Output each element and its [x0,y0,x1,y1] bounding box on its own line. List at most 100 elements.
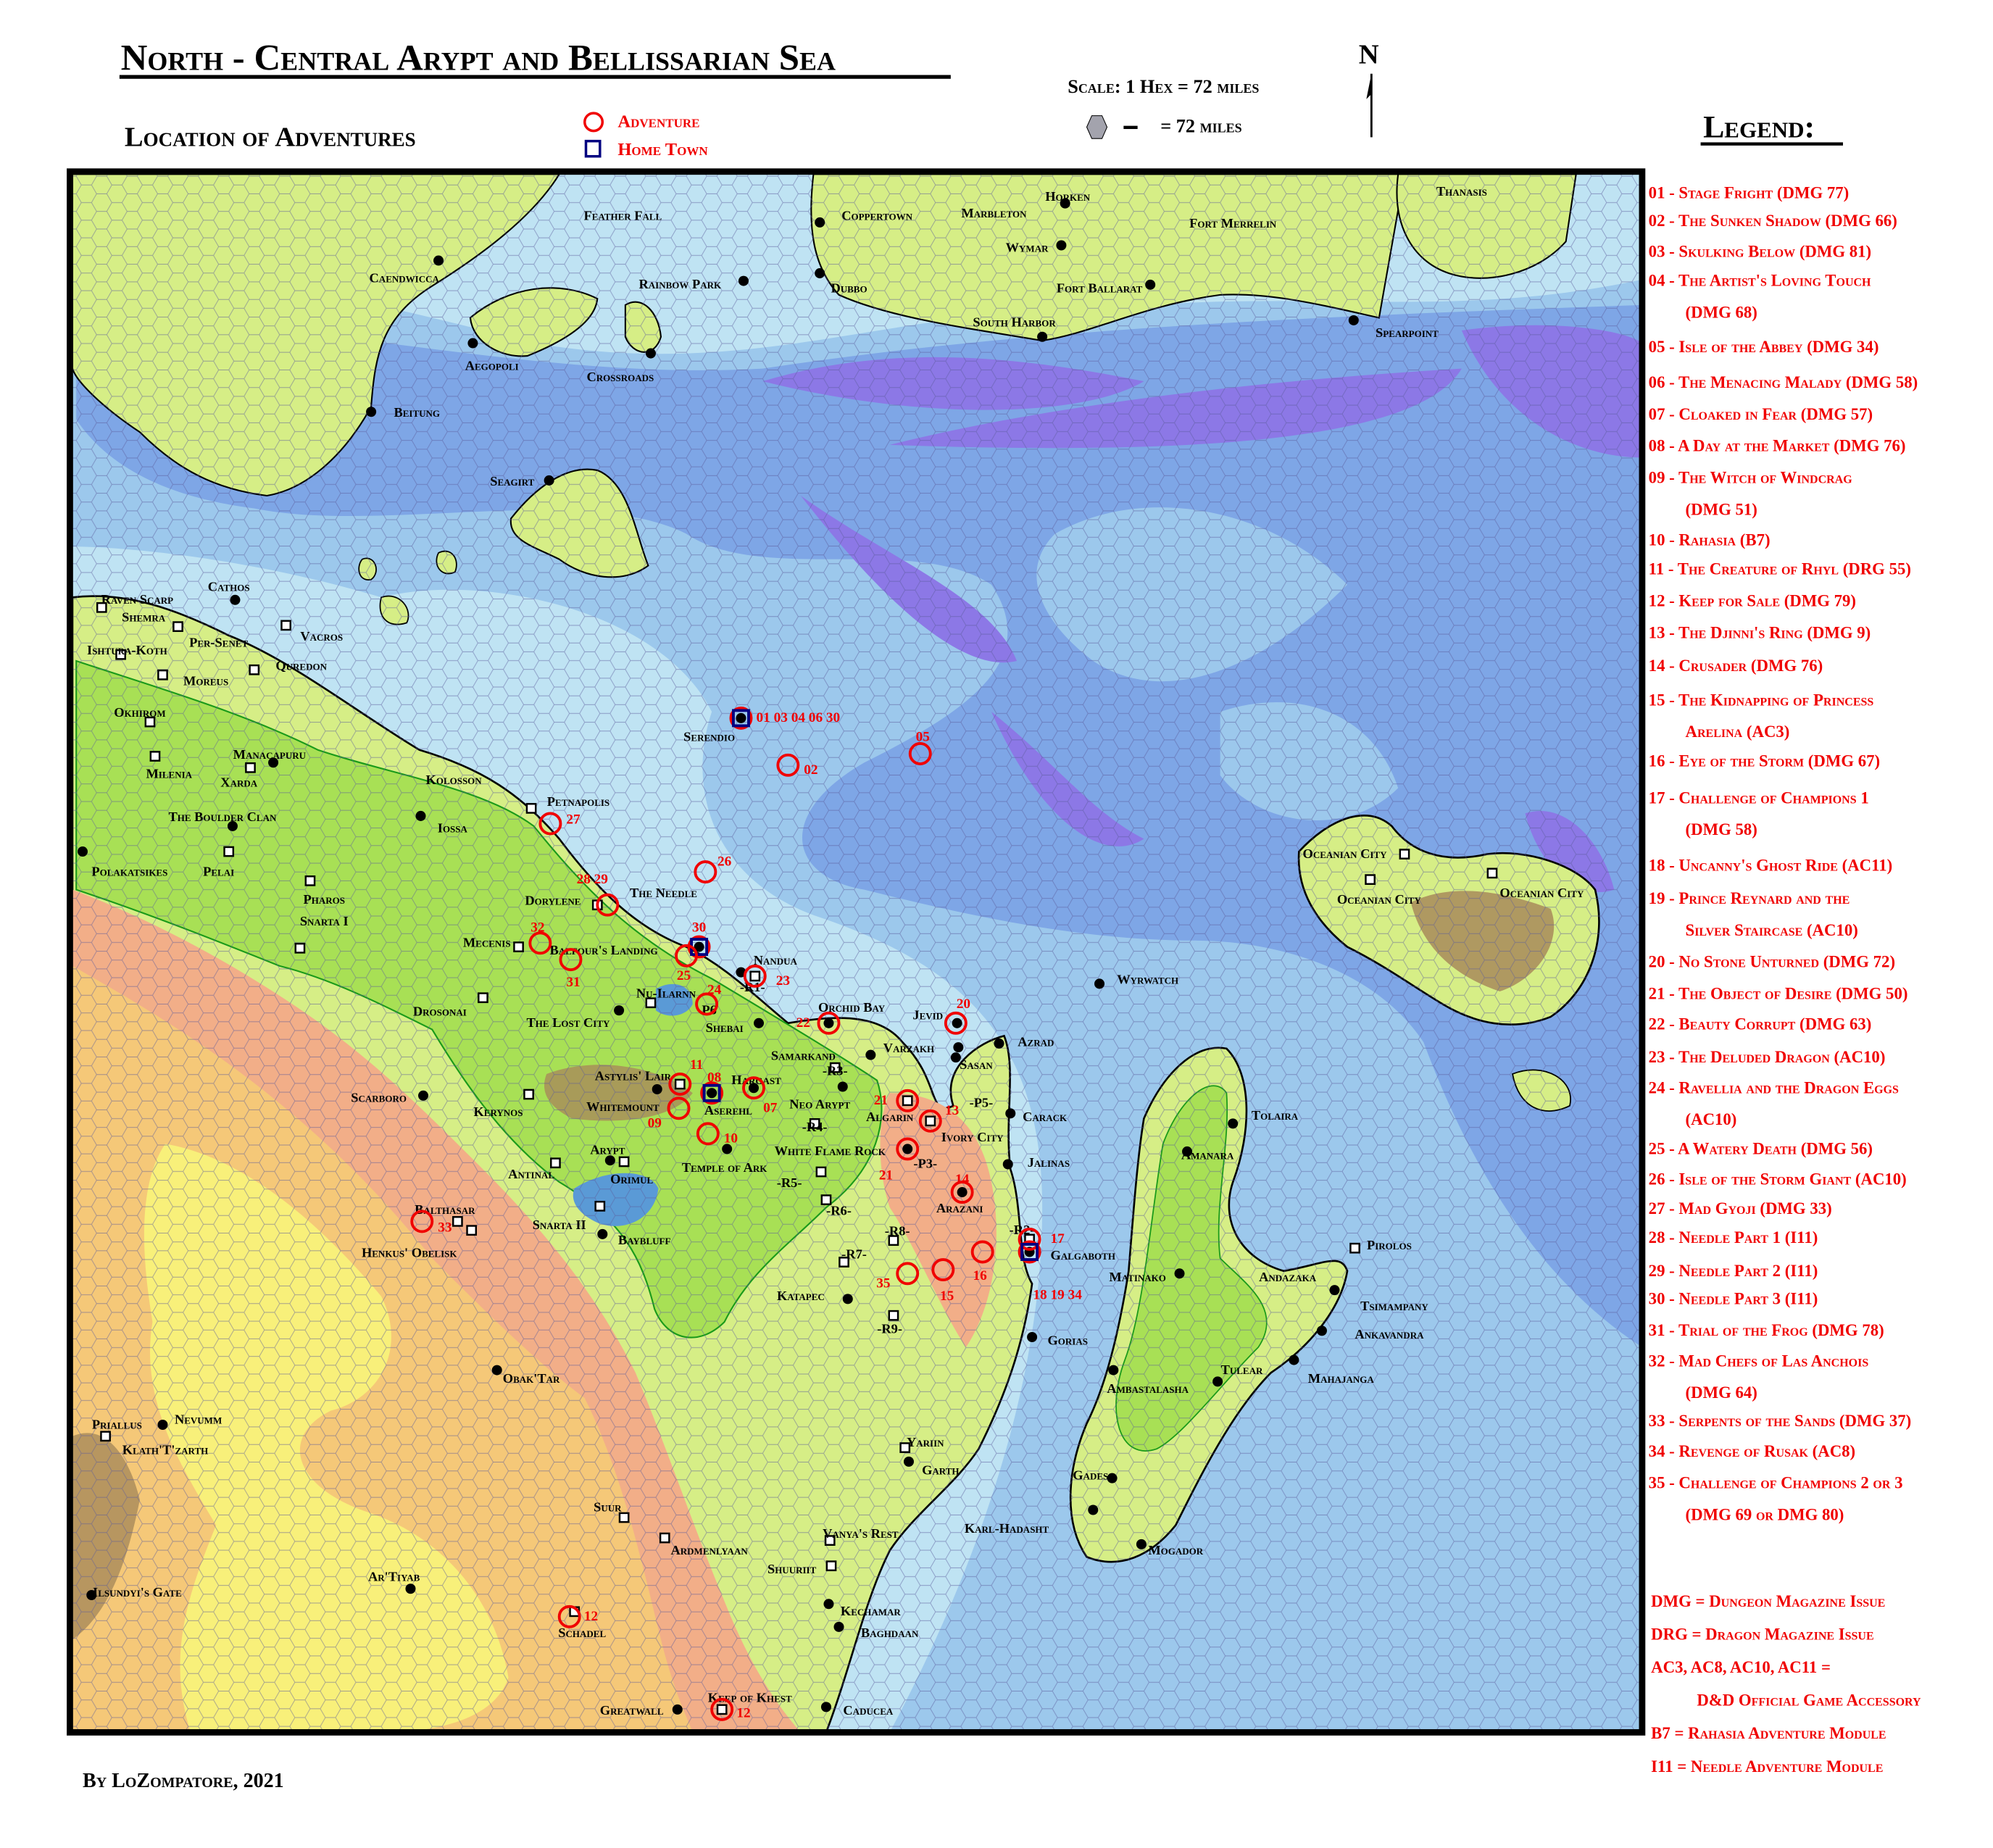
place-nu-ilarnn[interactable]: Nu-Ilarnn [636,986,696,1009]
place-azrad[interactable]: Azrad [994,1034,1054,1049]
place-tsimampany[interactable]: Tsimampany [1329,1285,1428,1313]
place-manacapuru[interactable]: Manacapuru [233,747,307,768]
place-fort-merrelin[interactable]: Fort Merrelin [1189,216,1277,230]
adventure-marker[interactable]: 32 [528,920,552,955]
adventure-marker[interactable]: 17 [1018,1227,1065,1251]
place-serendio[interactable]: Serendio [683,712,746,744]
place-samarkand[interactable]: Samarkand [771,1049,876,1063]
place-amanara[interactable]: Amanara [1181,1146,1234,1162]
place-gades[interactable]: Gades [1073,1468,1118,1483]
place-arazani[interactable]: Arazani [936,1187,983,1215]
place-gorias[interactable]: Gorias [1027,1331,1088,1348]
place-polakatsikes[interactable]: Polakatsikes [77,846,167,878]
place-cathos[interactable]: Cathos [208,580,250,605]
place-garth[interactable]: Garth [903,1456,960,1478]
place-neo-arypt[interactable]: Neo Arypt [789,1081,850,1111]
place-r3[interactable]: -R3- [823,1062,848,1078]
place-raven-scarp[interactable]: Raven Scarp [101,592,173,607]
adventure-marker[interactable]: 33 [410,1210,452,1235]
place-katapec[interactable]: Katapec [777,1289,853,1304]
adventure-marker[interactable]: 12 [710,1697,751,1721]
place-caducea[interactable]: Caducea [820,1702,894,1718]
place-shuuriit[interactable]: Shuuriit [767,1560,837,1577]
place-snarta-i[interactable]: Snarta I [294,914,349,954]
adventure-marker[interactable]: 11 [668,1057,703,1096]
place-ankavandra[interactable]: Ankavandra [1316,1325,1424,1341]
place-kerynos[interactable]: Kerynos [473,1089,534,1119]
place-oceanian-city[interactable]: Oceanian City [1337,874,1422,907]
place-pelai[interactable]: Pelai [203,846,234,878]
place-vacros[interactable]: Vacros [280,620,343,644]
place-horken[interactable]: Horken [1045,189,1091,209]
adventure-marker[interactable]: 22 [796,1011,841,1035]
adventure-marker[interactable]: 15 [931,1258,955,1304]
adventure-marker[interactable]: 16 [970,1240,994,1283]
place-south-harbor[interactable]: South Harbor [973,315,1056,342]
place-milenia[interactable]: Milenia [146,751,193,781]
place-the-lost-city[interactable]: The Lost City [526,1005,625,1030]
place-r4[interactable]: -R4- [802,1117,828,1134]
place-caendwicca[interactable]: Caendwicca [370,255,444,286]
place-pirolos[interactable]: Pirolos [1349,1238,1412,1254]
adventure-marker[interactable]: 13 [918,1103,959,1133]
place-shemra[interactable]: Shemra [96,602,166,625]
place-the-needle[interactable]: The Needle [630,886,697,900]
place-greatwall[interactable]: Greatwall [600,1703,683,1718]
place-kolosson[interactable]: Kolosson [426,773,483,787]
place-kechamar[interactable]: Kechamar [823,1599,901,1618]
place-ilsundyi-s-gate[interactable]: Ilsundyi's Gate [86,1585,182,1601]
adventure-marker[interactable]: 08 [700,1070,724,1105]
place-suur[interactable]: Suur [594,1499,630,1523]
adventure-marker[interactable]: 21 [879,1137,920,1183]
place-ardmenlyaan[interactable]: Ardmenlyaan [659,1532,748,1557]
place-arypt[interactable]: Arypt [590,1142,625,1166]
place-jalinas[interactable]: Jalinas [1002,1155,1070,1170]
place-seagirt[interactable]: Seagirt [490,474,554,488]
place-mecenis[interactable]: Mecenis [463,936,524,952]
place-the-boulder-clan[interactable]: The Boulder Clan [168,809,277,831]
adventure-marker[interactable]: 25 [675,944,699,983]
adventure-marker[interactable]: 10 [696,1122,738,1146]
adventure-marker[interactable]: 28 29 [577,872,620,917]
adventure-marker[interactable]: 24 [695,982,722,1016]
place-r9[interactable]: -R9- [877,1310,902,1336]
place-priallus[interactable]: Priallus [92,1417,142,1442]
place-andazaka[interactable]: Andazaka [1259,1270,1317,1284]
place-mogador[interactable]: Mogador [1136,1539,1204,1557]
adventure-marker[interactable]: 02 [776,753,818,778]
place-quredon[interactable]: Quredon [249,658,328,675]
place-carack[interactable]: Carack [1005,1108,1068,1124]
place-matinako[interactable]: Matinako [1109,1268,1185,1284]
place-oceanian-city[interactable]: Oceanian City [1303,846,1410,861]
place-snarta-ii[interactable]: Snarta II [533,1200,606,1232]
place-tolaira[interactable]: Tolaira [1228,1108,1299,1129]
place-pharos[interactable]: Pharos [303,875,345,907]
adventure-marker[interactable]: 26 [694,854,732,884]
adventure-marker[interactable]: 35 [876,1262,920,1291]
place-r6[interactable]: -R6- [820,1194,852,1218]
place-aserehl[interactable]: Aserehl [704,1088,752,1117]
adventure-marker[interactable]: 21 [874,1089,920,1112]
place-wymar[interactable]: Wymar [1006,240,1067,254]
place-baybluff[interactable]: Baybluff [597,1228,670,1247]
place-scarboro[interactable]: Scarboro [351,1091,429,1105]
place-drosonai[interactable]: Drosonai [413,992,488,1019]
place-klath-t-zarth[interactable]: Klath'T'zarth [122,1442,208,1457]
place-petnapolis[interactable]: Petnapolis [525,794,609,814]
place-coppertown[interactable]: Coppertown [815,208,913,228]
adventure-marker[interactable]: 27 [538,812,581,836]
place-shebai[interactable]: Shebai [706,1017,765,1035]
adventure-marker[interactable]: 14 [950,1172,974,1204]
place-jevid[interactable]: Jevid [912,1008,962,1028]
place-p3[interactable]: -P3- [913,1157,937,1171]
place-mahajanga[interactable]: Mahajanga [1289,1354,1374,1386]
place-balfour-s-landing[interactable]: Balfour's Landing [549,941,704,958]
place-ambastalasha[interactable]: Ambastalasha [1107,1365,1189,1397]
place-henkus-obelisk[interactable]: Henkus' Obelisk [362,1225,478,1260]
place-marbleton[interactable]: Marbleton [961,206,1027,220]
place-rainbow-park[interactable]: Rainbow Park [638,275,749,292]
place-varzakh[interactable]: Varzakh [883,1041,964,1055]
adventure-marker[interactable]: 01 03 04 06 30 [729,706,840,730]
place-feather-fall[interactable]: Feather Fall [583,208,662,222]
place-beitung[interactable]: Beitung [366,405,440,420]
